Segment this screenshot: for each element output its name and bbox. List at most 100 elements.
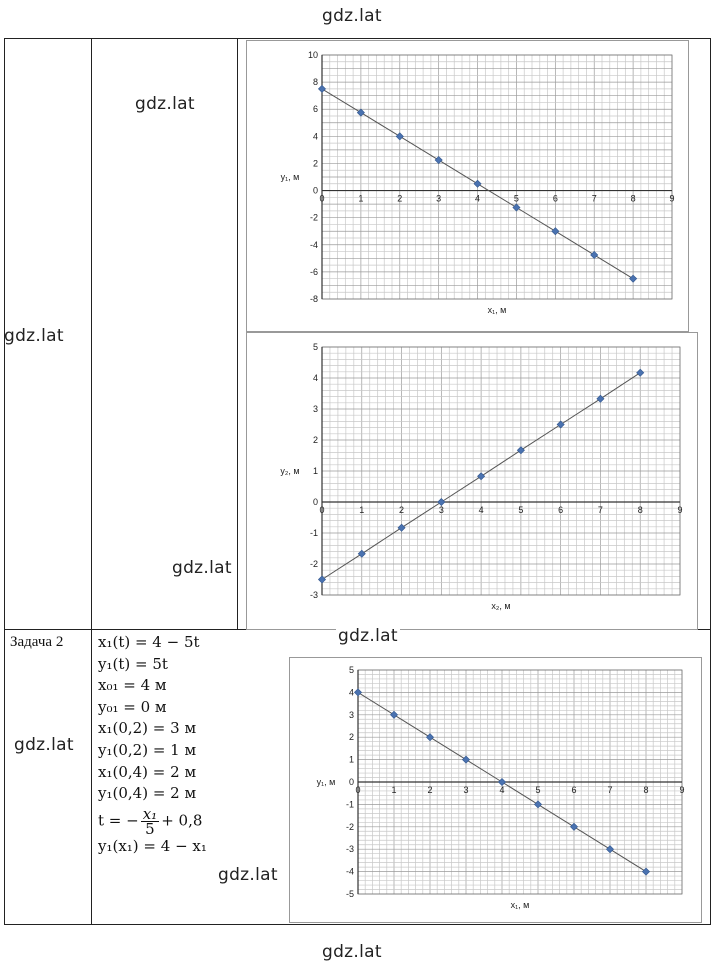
table-border-left (4, 38, 5, 925)
data-point (477, 472, 486, 481)
x-tick-label: 6 (558, 505, 563, 515)
watermark-row2-col2: gdz.lat (218, 865, 278, 885)
y-tick-label: -2 (310, 213, 318, 223)
x-tick-label: 1 (358, 194, 363, 204)
x-tick-label: 7 (598, 505, 603, 515)
y-tick-label: 10 (308, 50, 318, 60)
data-point (353, 688, 363, 697)
watermark-row1-col2-lower: gdz.lat (172, 558, 232, 578)
y-tick-label: 2 (313, 158, 318, 168)
y-tick-label: 1 (313, 466, 318, 476)
data-point (605, 845, 615, 854)
y-tick-label: 8 (313, 77, 318, 87)
formula-line-last: y₁(x₁) = 4 − x₁ (98, 836, 207, 855)
y-tick-label: 3 (313, 404, 318, 414)
data-point (395, 132, 404, 141)
watermark-middle: gdz.lat (336, 626, 400, 646)
x-tick-label: 5 (535, 785, 540, 795)
formula-list: x₁(t) = 4 − 5t y₁(t) = 5t x₀₁ = 4 м y₀₁ … (98, 632, 207, 857)
task-label: Задача 2 (10, 634, 64, 650)
x-tick-label: 8 (643, 785, 648, 795)
data-point (317, 575, 327, 584)
x-axis-label: x₁, м (511, 900, 530, 910)
data-point (636, 368, 645, 377)
data-point (473, 179, 482, 188)
y-tick-label: -4 (310, 240, 318, 250)
watermark-row1-col1: gdz.lat (4, 326, 64, 346)
data-point (641, 867, 651, 876)
y-tick-label: 3 (349, 710, 354, 720)
data-point (357, 549, 366, 558)
data-point (569, 822, 579, 831)
x-tick-label: 6 (571, 785, 576, 795)
y-tick-label: 0 (313, 186, 318, 196)
formula-t: t = − x₁ 5 + 0,8 (98, 806, 207, 838)
chart-y2-vs-x2: -3 -2 -1 0 1 2 3 4 5 0 1 2 3 4 5 6 7 8 9 x₂, м y₂, м (280, 342, 682, 611)
data-point (434, 156, 443, 165)
y-tick-label: 4 (349, 687, 354, 697)
y-axis-label: y₁, м (281, 172, 300, 182)
table-col-divider-2 (237, 38, 238, 630)
y-axis-label: y₁, м (317, 777, 336, 787)
x-tick-label: 4 (479, 505, 484, 515)
x-tick-label: 3 (436, 194, 441, 204)
x-tick-label: 4 (475, 194, 480, 204)
y-tick-label: 0 (313, 497, 318, 507)
fraction-denominator: 5 (145, 819, 155, 838)
watermark-bottom: gdz.lat (322, 942, 382, 962)
data-point (461, 755, 471, 764)
data-point (512, 203, 521, 212)
x-tick-label: 5 (518, 505, 523, 515)
chart-panel-1: -8 -6 -4 -2 0 2 4 6 8 10 0 1 2 3 4 5 6 7 8 9 x₁, м y₁, м (246, 40, 689, 332)
data-point (556, 420, 565, 429)
formula-t-rhs: + 0,8 (161, 811, 203, 830)
table-border-right (710, 38, 711, 925)
x-tick-label: 2 (427, 785, 432, 795)
formula-line: y₁(t) = 5t (98, 654, 168, 673)
x-tick-label: 1 (359, 505, 364, 515)
x-tick-label: 6 (553, 194, 558, 204)
watermark-row2-col1: gdz.lat (14, 735, 74, 755)
formula-line: x₁(t) = 4 − 5t (98, 633, 200, 651)
x-tick-label: 2 (397, 194, 402, 204)
x-axis-label: x₁, м (488, 305, 507, 315)
x-tick-label: 3 (463, 785, 468, 795)
chart-panel-2: -3 -2 -1 0 1 2 3 4 5 0 1 2 3 4 5 6 7 8 9 x₂, м y₂, м (246, 332, 698, 630)
data-point (516, 446, 525, 455)
x-tick-label: 0 (319, 505, 324, 515)
table-col-divider (91, 38, 92, 925)
data-point (437, 497, 446, 507)
formula-t-lhs: t = − (98, 811, 139, 830)
data-point (317, 84, 327, 93)
y-axis-label: y₂, м (280, 466, 299, 476)
formula-line: y₁(0,2) = 1 м (98, 740, 197, 759)
y-tick-label: -8 (310, 294, 318, 304)
table-border-bottom (4, 924, 711, 925)
x-tick-label: 0 (319, 194, 324, 204)
data-point (533, 800, 543, 809)
x-tick-label: 3 (439, 505, 444, 515)
y-tick-label: 4 (313, 131, 318, 141)
y-tick-label: -6 (310, 267, 318, 277)
x-tick-label: 4 (499, 785, 504, 795)
data-point (590, 250, 599, 259)
y-tick-label: -2 (310, 559, 318, 569)
formula-line: x₁(0,4) = 2 м (98, 762, 197, 781)
y-tick-label: -3 (310, 590, 318, 600)
y-tick-label: -4 (346, 867, 354, 877)
data-point (389, 710, 399, 719)
x-tick-label: 1 (391, 785, 396, 795)
x-tick-label: 7 (592, 194, 597, 204)
watermark-top: gdz.lat (322, 6, 382, 26)
y-tick-label: 2 (349, 732, 354, 742)
formula-line: y₁(0,4) = 2 м (98, 784, 197, 803)
y-tick-label: -1 (346, 799, 354, 809)
y-tick-label: -5 (346, 889, 354, 899)
x-tick-label: 0 (355, 785, 360, 795)
y-tick-label: 4 (313, 373, 318, 383)
watermark-row1-col2: gdz.lat (135, 94, 195, 114)
data-point (497, 777, 507, 787)
table-border-top (4, 38, 711, 39)
formula-line: y₀₁ = 0 м (98, 697, 167, 716)
